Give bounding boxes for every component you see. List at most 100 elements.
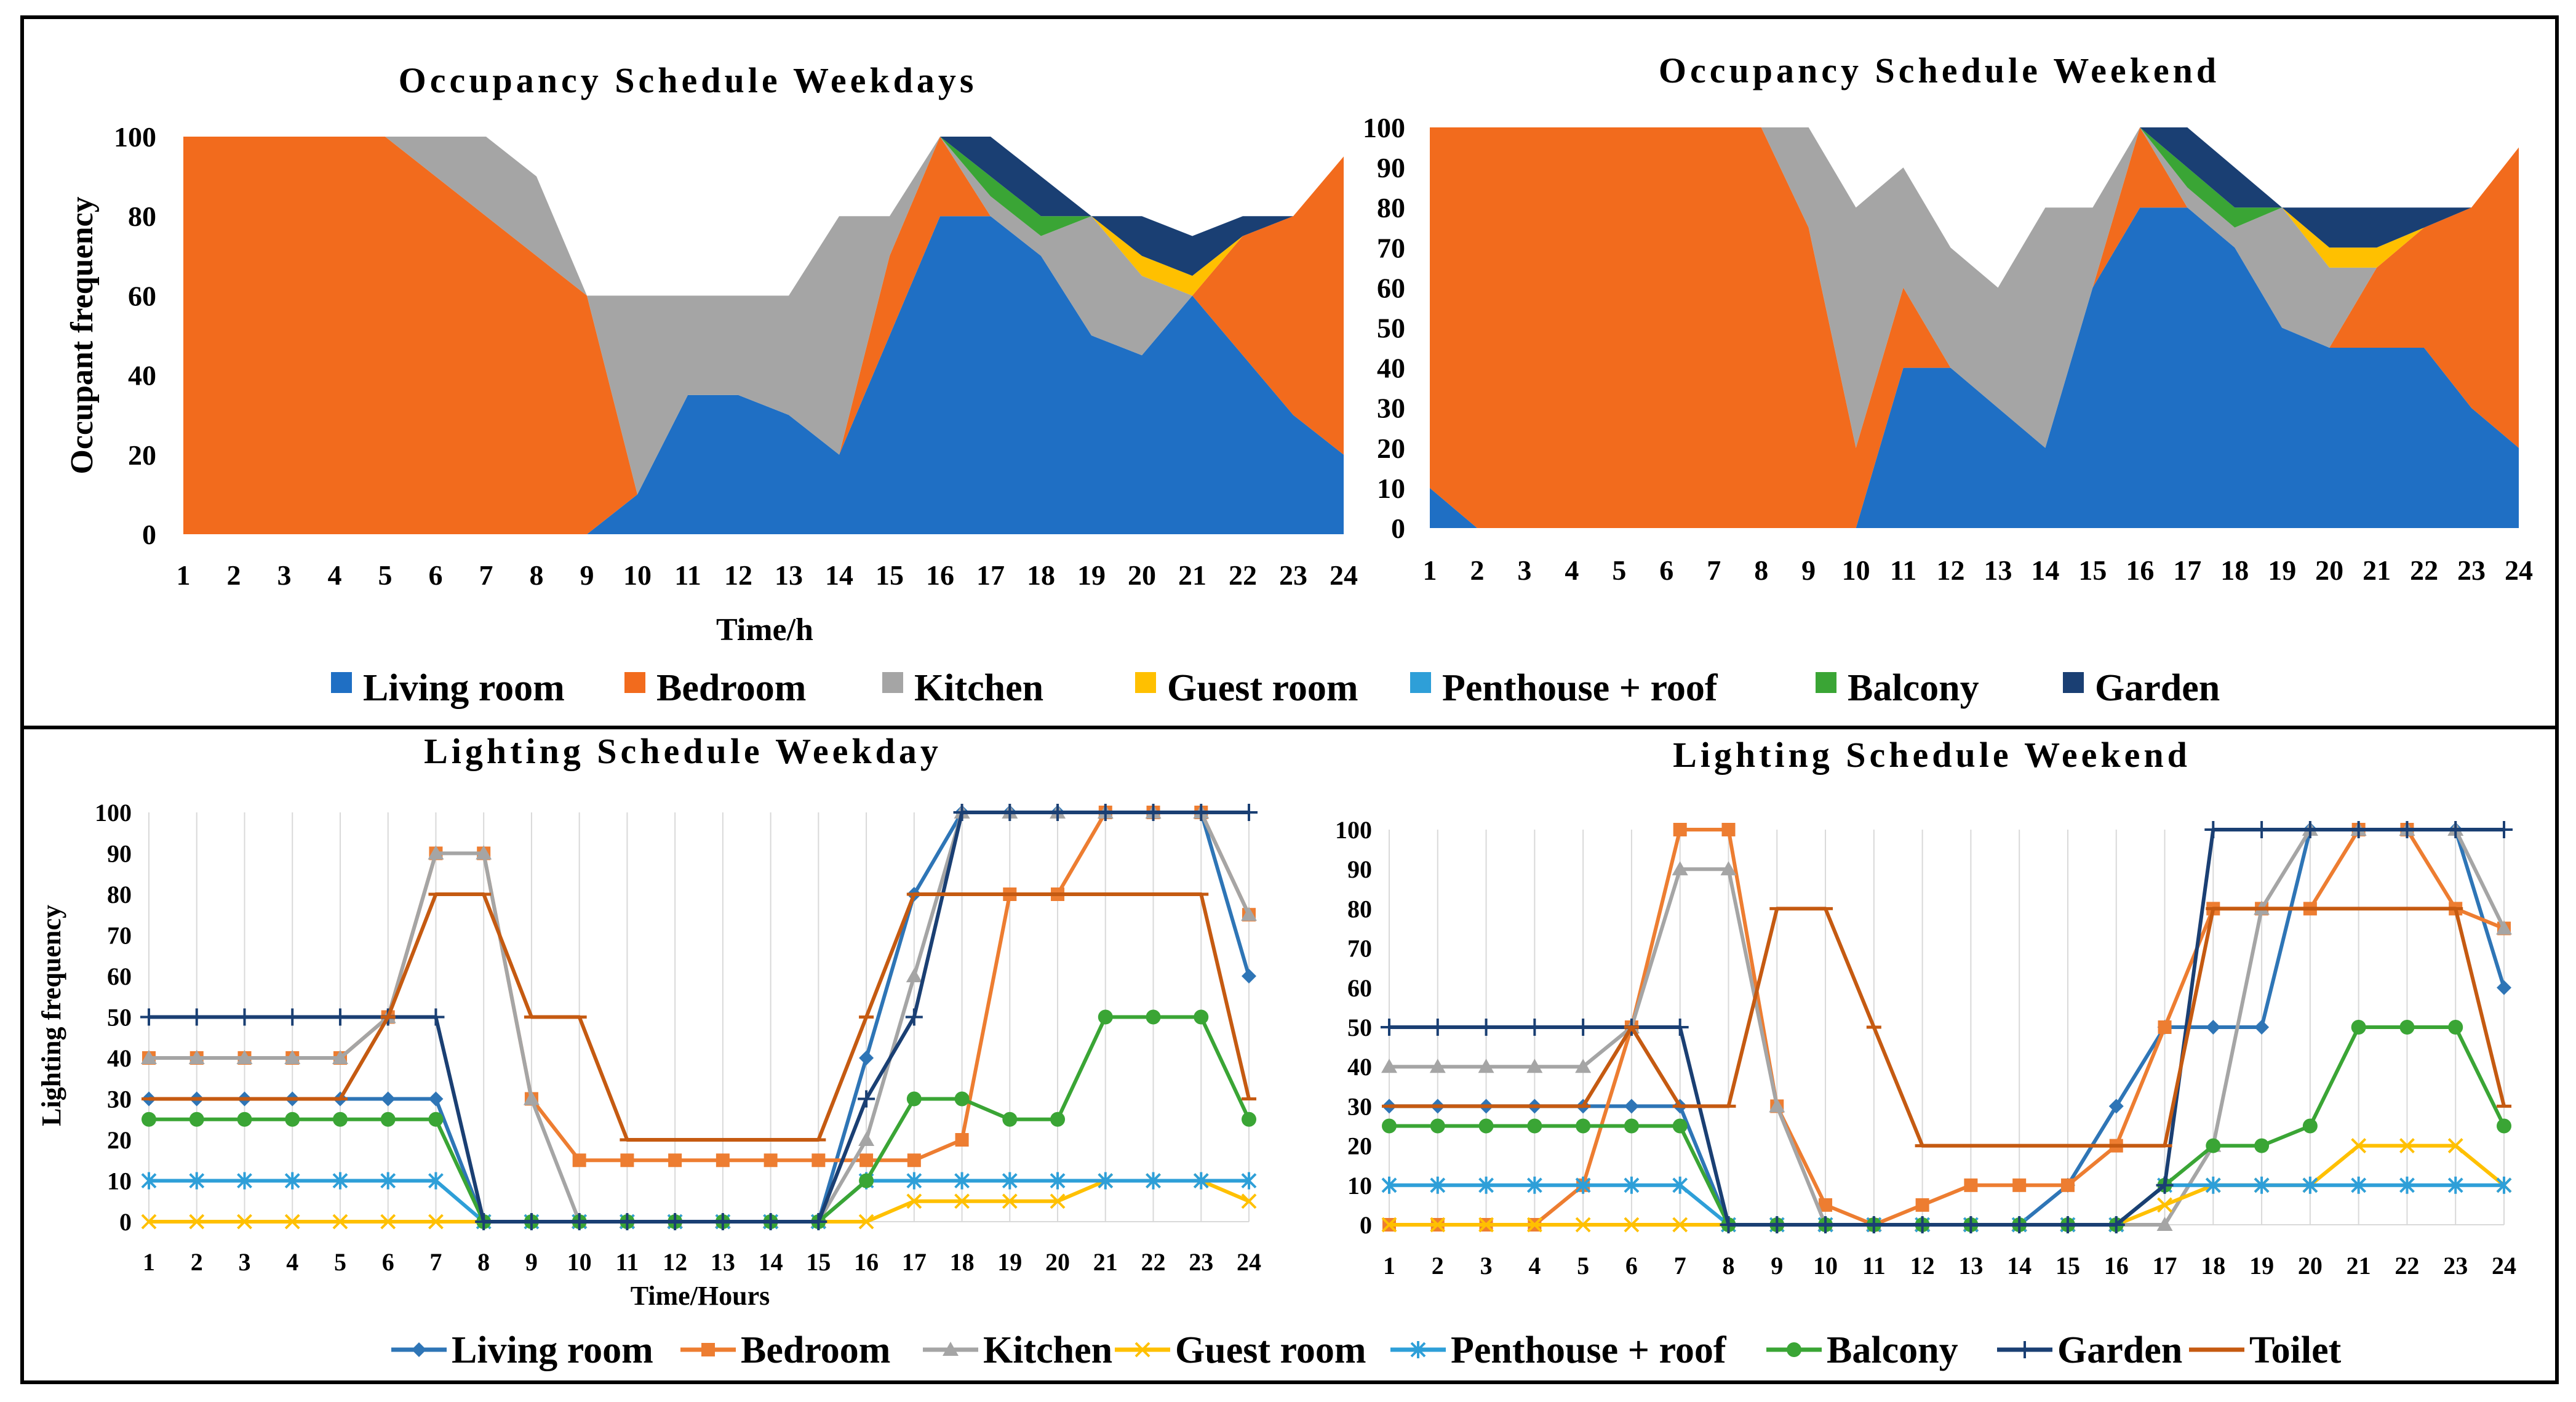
data-point [1574,1019,1592,1036]
y-tick-label: 60 [128,280,156,311]
x-tick-label: 21 [2347,1252,2371,1280]
y-tick-label: 10 [1377,473,1405,504]
x-tick-label: 13 [775,559,803,591]
data-point [762,1213,780,1230]
legend-item-living-room: Living room [391,1329,653,1371]
x-tick-label: 8 [1722,1252,1734,1280]
legend-item-garden: Garden [1997,1329,2182,1371]
legend-label: Garden [2095,667,2220,709]
data-point [428,1091,444,1107]
y-tick-label: 100 [1363,112,1405,143]
data-point [1098,1009,1113,1025]
x-tick-label: 24 [1237,1248,1261,1276]
x-tick-label: 14 [825,559,853,591]
data-point [2399,1176,2415,1194]
data-point [1478,1176,1494,1194]
data-point [1192,804,1210,821]
y-tick-label: 30 [1377,393,1405,424]
y-tick-label: 0 [142,519,156,550]
data-point [2158,1020,2172,1034]
legend-label: Penthouse + roof [1451,1329,1727,1371]
x-tick-label: 9 [580,559,594,591]
legend-item-penthouse-roof: Penthouse + roof [1390,1329,1727,1371]
data-point [332,1172,348,1190]
data-point [1241,1172,1257,1190]
data-point [523,1091,540,1105]
area-garden [1430,127,2519,288]
data-point [2254,1020,2270,1035]
x-axis-title: Time/h [716,612,813,647]
data-point [332,1112,348,1127]
x-tick-label: 8 [530,559,544,591]
legend-label: Guest room [1167,667,1358,709]
data-point [1915,1198,1929,1212]
data-point [570,1213,588,1230]
x-tick-label: 18 [1027,559,1055,591]
data-point [1381,1217,1397,1233]
data-point [716,1153,730,1168]
x-tick-label: 5 [334,1248,346,1276]
data-point [907,1153,921,1168]
legend-item-balcony: Balcony [1766,1329,1958,1371]
data-point [236,1050,253,1064]
data-point [237,1172,252,1190]
y-tick-label: 0 [1391,513,1405,544]
x-tick-label: 5 [1612,555,1626,586]
x-tick-label: 24 [1330,559,1358,591]
series-line-toilet [1389,907,2506,1148]
x-tick-label: 15 [806,1248,831,1276]
data-point [284,1008,301,1026]
y-tick-label: 50 [1347,1014,1372,1041]
data-point [1672,1217,1688,1233]
area-kitchen [1430,127,2519,448]
data-point [284,1214,300,1230]
legend-label: Living room [363,667,565,709]
y-tick-label: 70 [1347,935,1372,963]
legend-item-balcony: Balcony [1816,667,1979,709]
data-point [953,804,971,821]
data-point [1001,804,1019,821]
x-tick-label: 18 [2220,555,2249,586]
x-tick-label: 9 [1771,1252,1783,1280]
data-point [1002,1112,1018,1127]
data-point [1575,1217,1591,1233]
y-tick-label: 80 [1377,192,1405,223]
legend-item-bedroom: Bedroom [624,667,806,709]
data-point [1381,1059,1397,1073]
y-tick-label: 20 [128,439,156,471]
legend-label: Bedroom [741,1329,890,1371]
data-point [380,1112,396,1127]
series-toilet [142,892,1256,1142]
x-tick-label: 13 [711,1248,735,1276]
chart-title: Occupancy Schedule Weekdays [399,60,978,100]
x-tick-label: 24 [2492,1252,2516,1280]
data-point [140,1008,158,1026]
data-point [1768,1216,1786,1233]
data-point [284,1050,301,1064]
data-point [714,1213,732,1230]
x-tick-label: 2 [191,1248,203,1276]
data-point [620,1153,634,1168]
figure-outer-border [20,15,2559,1384]
data-point [141,1214,157,1230]
data-point [2351,1020,2366,1035]
y-tick-label: 100 [114,121,156,153]
data-point [1672,1176,1688,1194]
data-point [1575,1059,1592,1073]
legend-swatch [1816,672,1836,693]
data-point [380,1091,396,1107]
y-tick-label: 40 [107,1044,132,1072]
x-tick-label: 3 [238,1248,250,1276]
data-point [1382,1118,1397,1134]
data-point [428,845,444,860]
area-bedroom [183,137,1344,534]
x-tick-label: 3 [1517,555,1531,586]
data-point [1240,804,1258,821]
data-point [1430,1118,1445,1134]
x-tick-label: 12 [663,1248,687,1276]
data-point [142,1112,156,1127]
data-point [2447,1176,2463,1194]
x-tick-label: 16 [2126,555,2154,586]
x-tick-label: 4 [328,559,342,591]
data-point [1381,1019,1398,1036]
